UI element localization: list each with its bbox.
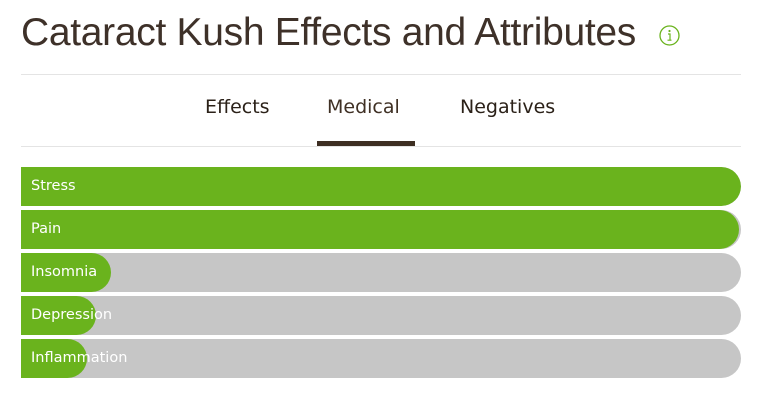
tabs-divider <box>21 146 741 147</box>
active-tab-indicator <box>317 141 415 146</box>
tab-effects[interactable]: Effects <box>205 96 270 118</box>
bar-fill <box>21 339 88 378</box>
tab-medical[interactable]: Medical <box>327 96 400 118</box>
bar-fill <box>21 210 739 249</box>
bar-insomnia[interactable]: Insomnia <box>21 253 741 292</box>
bar-fill <box>21 167 741 206</box>
header-divider <box>21 74 741 75</box>
bar-label: Depression <box>31 307 113 323</box>
bar-label: Pain <box>31 221 62 237</box>
tab-bar: Effects Medical Negatives <box>21 75 741 146</box>
info-circle-icon[interactable] <box>659 25 680 46</box>
bar-fill <box>21 253 111 292</box>
bar-inflammation[interactable]: Inflammation <box>21 339 741 378</box>
page-title: Cataract Kush Effects and Attributes <box>21 11 636 54</box>
bar-label: Inflammation <box>31 350 128 366</box>
tab-negatives[interactable]: Negatives <box>460 96 556 118</box>
bar-label: Insomnia <box>31 264 98 280</box>
bar-label: Stress <box>31 178 76 194</box>
bar-pain[interactable]: Pain <box>21 210 741 249</box>
attribute-bar-chart: Stress Pain Insomnia Depression Inflamma… <box>21 167 741 382</box>
bar-fill <box>21 296 96 335</box>
bar-depression[interactable]: Depression <box>21 296 741 335</box>
bar-stress[interactable]: Stress <box>21 167 741 206</box>
